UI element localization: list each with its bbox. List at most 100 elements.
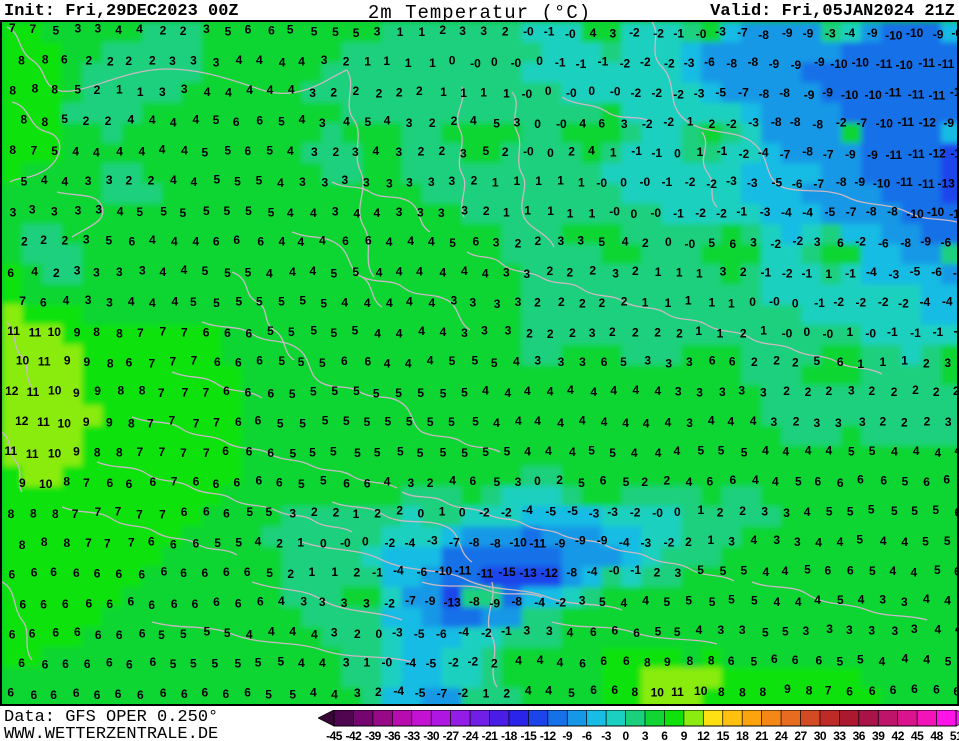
svg-text:2: 2 <box>924 414 931 428</box>
svg-text:4: 4 <box>429 296 436 310</box>
svg-text:5: 5 <box>203 625 210 639</box>
svg-text:3: 3 <box>686 416 693 430</box>
svg-text:3: 3 <box>289 506 296 520</box>
svg-text:-8: -8 <box>866 205 877 219</box>
svg-text:3: 3 <box>311 145 318 159</box>
svg-text:5: 5 <box>211 656 218 670</box>
svg-text:-2: -2 <box>640 55 651 69</box>
svg-text:4: 4 <box>268 625 275 639</box>
svg-text:-2: -2 <box>481 626 492 640</box>
svg-text:2: 2 <box>568 144 575 158</box>
svg-text:2: 2 <box>471 173 478 187</box>
svg-text:5: 5 <box>837 655 844 669</box>
svg-text:-8: -8 <box>802 144 813 158</box>
svg-text:-2: -2 <box>651 86 662 100</box>
svg-text:2: 2 <box>685 535 692 549</box>
svg-text:-2: -2 <box>555 595 566 609</box>
svg-text:2: 2 <box>396 504 403 518</box>
svg-text:5: 5 <box>837 593 844 607</box>
svg-text:4: 4 <box>913 444 920 458</box>
svg-text:5: 5 <box>483 144 490 158</box>
svg-text:5: 5 <box>331 267 338 281</box>
svg-text:6: 6 <box>50 565 57 579</box>
svg-text:4: 4 <box>772 475 779 489</box>
svg-text:5: 5 <box>902 475 909 489</box>
svg-text:5: 5 <box>267 324 274 338</box>
svg-text:6: 6 <box>234 475 241 489</box>
svg-text:5: 5 <box>751 594 758 608</box>
svg-text:5: 5 <box>278 115 285 129</box>
svg-text:-0: -0 <box>696 27 707 41</box>
svg-text:-4: -4 <box>781 206 792 220</box>
svg-text:-1: -1 <box>760 265 771 279</box>
svg-text:6: 6 <box>911 682 918 696</box>
svg-text:3: 3 <box>386 176 393 190</box>
svg-text:-9: -9 <box>822 85 833 99</box>
svg-text:12: 12 <box>5 384 19 398</box>
svg-text:3: 3 <box>814 235 821 249</box>
svg-text:-12: -12 <box>949 207 959 221</box>
svg-text:9: 9 <box>83 355 90 369</box>
svg-text:-1: -1 <box>544 24 555 38</box>
svg-text:5: 5 <box>395 386 402 400</box>
svg-text:5: 5 <box>856 532 863 546</box>
svg-text:5: 5 <box>256 295 263 309</box>
svg-text:5: 5 <box>588 444 595 458</box>
svg-text:4: 4 <box>622 416 629 430</box>
svg-text:-1: -1 <box>598 55 609 69</box>
svg-text:-7: -7 <box>738 85 749 99</box>
svg-text:2: 2 <box>451 114 458 128</box>
svg-text:-7: -7 <box>953 266 959 280</box>
svg-text:4: 4 <box>545 444 552 458</box>
svg-text:4: 4 <box>62 174 69 188</box>
svg-text:4: 4 <box>750 533 757 547</box>
svg-text:-21: -21 <box>482 729 499 741</box>
svg-text:6: 6 <box>137 688 144 702</box>
svg-text:-0: -0 <box>381 655 392 669</box>
svg-text:4: 4 <box>567 626 574 640</box>
svg-text:2: 2 <box>579 297 586 311</box>
svg-text:1: 1 <box>760 324 767 338</box>
svg-text:6: 6 <box>193 474 200 488</box>
svg-text:4: 4 <box>601 415 608 429</box>
svg-text:4: 4 <box>815 535 822 549</box>
svg-text:1: 1 <box>439 504 446 518</box>
svg-text:-2: -2 <box>458 686 469 700</box>
svg-text:6: 6 <box>709 353 716 367</box>
svg-text:5: 5 <box>298 355 305 369</box>
svg-text:6: 6 <box>181 505 188 519</box>
svg-text:-0: -0 <box>610 85 621 99</box>
svg-text:-5: -5 <box>771 175 782 189</box>
svg-text:4: 4 <box>170 173 177 187</box>
svg-text:2: 2 <box>503 687 510 701</box>
svg-text:3: 3 <box>558 355 565 369</box>
svg-text:2: 2 <box>891 385 898 399</box>
svg-text:5: 5 <box>170 657 177 671</box>
svg-text:4: 4 <box>728 415 735 429</box>
svg-text:5: 5 <box>708 236 715 250</box>
svg-text:8: 8 <box>9 143 16 157</box>
svg-text:7: 7 <box>115 505 122 519</box>
svg-text:6: 6 <box>837 476 844 490</box>
svg-text:3: 3 <box>514 116 521 130</box>
svg-text:1: 1 <box>116 83 123 97</box>
svg-text:15: 15 <box>717 729 730 741</box>
svg-text:1: 1 <box>429 56 436 70</box>
svg-text:6: 6 <box>224 326 231 340</box>
svg-text:2: 2 <box>396 85 403 99</box>
svg-text:5: 5 <box>343 414 350 428</box>
svg-text:-0: -0 <box>565 27 576 41</box>
svg-text:4: 4 <box>654 384 661 398</box>
svg-text:4: 4 <box>493 416 500 430</box>
svg-text:1: 1 <box>137 85 144 99</box>
svg-text:4: 4 <box>41 173 48 187</box>
svg-text:-5: -5 <box>715 86 726 100</box>
svg-text:3: 3 <box>460 146 467 160</box>
svg-text:1: 1 <box>363 655 370 669</box>
svg-text:3: 3 <box>523 267 530 281</box>
svg-text:1: 1 <box>383 54 390 68</box>
svg-text:6: 6 <box>815 474 822 488</box>
svg-text:-4: -4 <box>919 295 930 309</box>
svg-text:-7: -7 <box>449 536 460 550</box>
svg-text:6: 6 <box>728 654 735 668</box>
